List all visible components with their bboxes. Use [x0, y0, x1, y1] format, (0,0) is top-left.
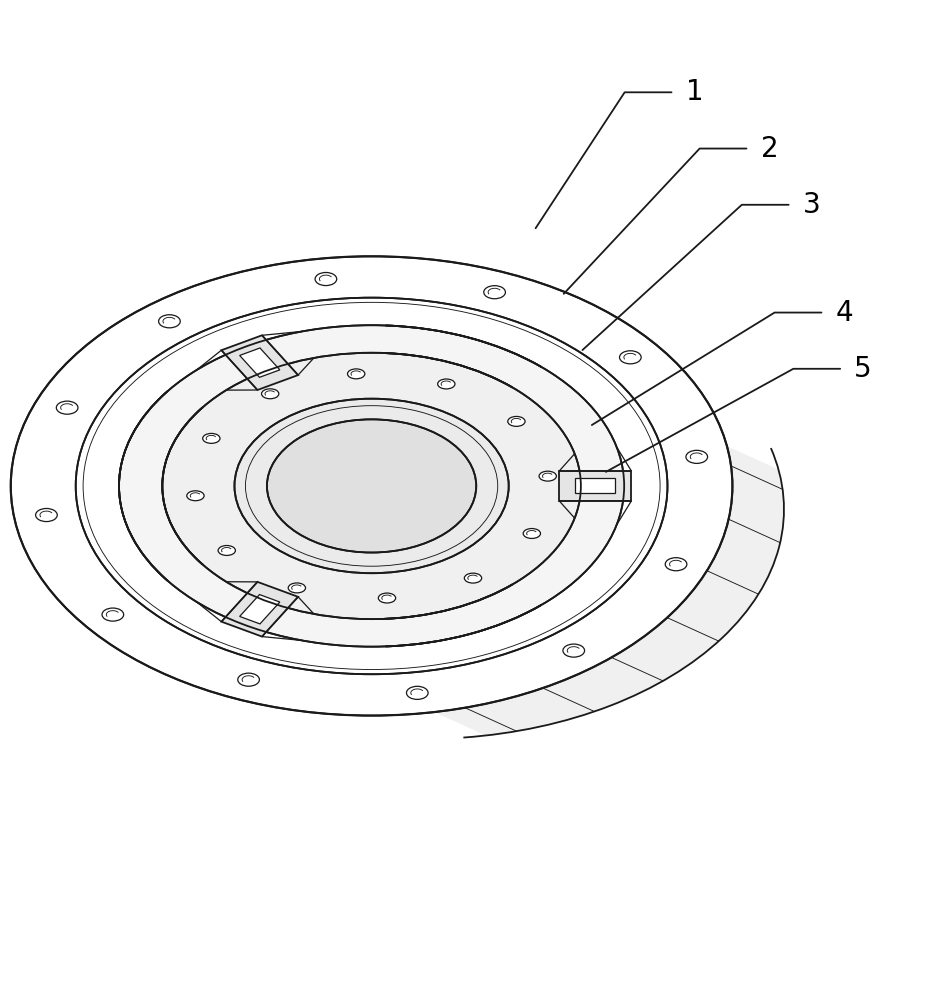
Ellipse shape — [464, 573, 481, 583]
Ellipse shape — [348, 369, 365, 379]
Ellipse shape — [563, 644, 585, 657]
Ellipse shape — [187, 491, 204, 501]
Ellipse shape — [76, 298, 667, 674]
Ellipse shape — [315, 272, 337, 286]
Polygon shape — [222, 335, 298, 390]
Ellipse shape — [289, 583, 306, 593]
Ellipse shape — [218, 546, 235, 555]
Ellipse shape — [666, 558, 687, 571]
Ellipse shape — [438, 379, 455, 389]
Ellipse shape — [234, 399, 509, 573]
Polygon shape — [473, 470, 719, 686]
Ellipse shape — [524, 529, 540, 538]
Text: 3: 3 — [803, 191, 821, 219]
Ellipse shape — [261, 389, 279, 399]
Ellipse shape — [238, 673, 259, 686]
Ellipse shape — [508, 416, 525, 426]
Ellipse shape — [406, 686, 428, 699]
Ellipse shape — [619, 351, 641, 364]
Ellipse shape — [686, 450, 708, 463]
Ellipse shape — [56, 401, 78, 414]
Ellipse shape — [378, 593, 396, 603]
Text: 2: 2 — [760, 135, 778, 163]
Polygon shape — [240, 595, 280, 624]
Ellipse shape — [203, 433, 220, 443]
Text: 1: 1 — [685, 78, 703, 106]
Ellipse shape — [102, 608, 124, 621]
Ellipse shape — [36, 508, 57, 522]
Polygon shape — [559, 471, 632, 501]
Ellipse shape — [163, 353, 581, 619]
Ellipse shape — [119, 325, 624, 647]
Ellipse shape — [267, 419, 477, 553]
Ellipse shape — [539, 471, 556, 481]
Text: 5: 5 — [854, 355, 872, 383]
Polygon shape — [575, 478, 615, 493]
Polygon shape — [240, 348, 280, 377]
Polygon shape — [222, 582, 298, 637]
Ellipse shape — [484, 286, 506, 299]
Ellipse shape — [10, 256, 732, 716]
Ellipse shape — [159, 315, 180, 328]
Text: 4: 4 — [836, 299, 854, 327]
Polygon shape — [434, 446, 784, 736]
